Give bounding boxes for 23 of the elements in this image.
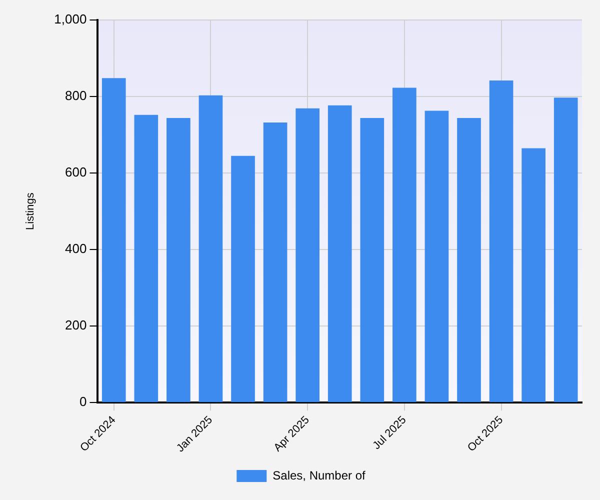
bar	[392, 88, 416, 402]
bar	[328, 105, 352, 402]
bar	[134, 114, 158, 402]
y-axis-title: Listings	[24, 192, 37, 230]
y-tick-label: 0	[79, 394, 87, 410]
bar	[360, 118, 384, 402]
bar	[102, 78, 126, 402]
bar	[554, 98, 578, 402]
y-tick-label: 1,000	[54, 12, 87, 27]
y-tick-label: 200	[65, 318, 87, 333]
bar	[522, 148, 546, 402]
y-tick-label: 600	[65, 164, 87, 180]
y-tick-label: 400	[65, 241, 87, 256]
bar	[424, 110, 449, 402]
bar	[263, 122, 288, 402]
legend-label: Sales, Number of	[272, 468, 366, 482]
bar	[231, 156, 255, 402]
bar	[489, 80, 514, 402]
y-tick-label: 800	[65, 88, 87, 104]
bar	[296, 108, 320, 402]
bar	[457, 118, 481, 402]
bar	[198, 95, 223, 402]
bar	[166, 118, 190, 402]
